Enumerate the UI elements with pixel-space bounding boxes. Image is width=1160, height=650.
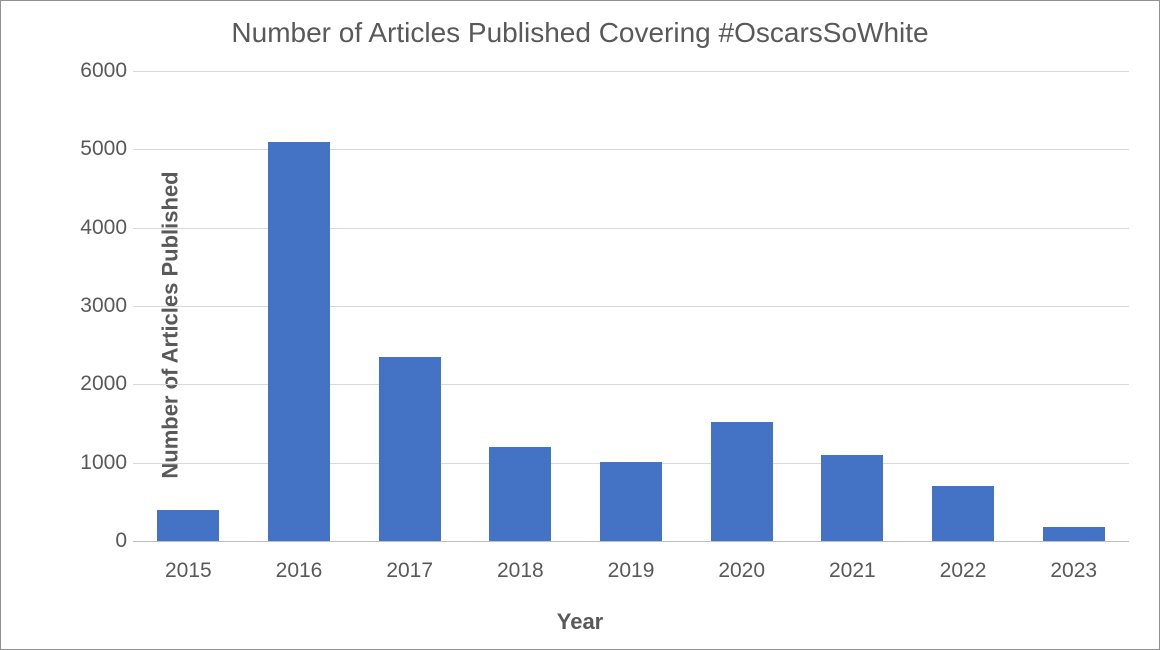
plot-area: 0100020003000400050006000 20152016201720… (133, 71, 1129, 541)
bars-group (133, 71, 1129, 541)
bar (489, 447, 551, 541)
bar (1043, 527, 1105, 541)
bar-slot (908, 71, 1019, 541)
y-tick-label: 5000 (80, 137, 127, 161)
bar (157, 510, 219, 541)
y-tick-labels: 0100020003000400050006000 (69, 71, 127, 541)
bar-slot (686, 71, 797, 541)
x-tick-label: 2022 (908, 559, 1019, 583)
x-tick-label: 2019 (576, 559, 687, 583)
x-tick-label: 2015 (133, 559, 244, 583)
bar-slot (797, 71, 908, 541)
bar (379, 357, 441, 541)
x-tick-label: 2018 (465, 559, 576, 583)
bar-slot (133, 71, 244, 541)
y-tick-label: 6000 (80, 59, 127, 83)
x-tick-label: 2017 (354, 559, 465, 583)
bar (268, 142, 330, 542)
bar-slot (465, 71, 576, 541)
bar (932, 486, 994, 541)
x-tick-label: 2020 (686, 559, 797, 583)
bar-slot (354, 71, 465, 541)
bar (821, 455, 883, 541)
x-axis-label: Year (557, 609, 604, 635)
x-tick-label: 2023 (1018, 559, 1129, 583)
chart-container: Number of Articles Published Covering #O… (0, 0, 1160, 650)
y-tick-label: 0 (115, 529, 127, 553)
x-tick-labels: 201520162017201820192020202120222023 (133, 559, 1129, 583)
chart-title: Number of Articles Published Covering #O… (1, 1, 1159, 49)
bar-slot (244, 71, 355, 541)
y-tick-label: 3000 (80, 294, 127, 318)
baseline (133, 541, 1129, 542)
bar (711, 422, 773, 541)
y-tick-label: 4000 (80, 216, 127, 240)
bar (600, 462, 662, 541)
bar-slot (1018, 71, 1129, 541)
x-tick-label: 2016 (244, 559, 355, 583)
x-tick-label: 2021 (797, 559, 908, 583)
y-tick-label: 1000 (80, 451, 127, 475)
y-tick-label: 2000 (80, 372, 127, 396)
bar-slot (576, 71, 687, 541)
